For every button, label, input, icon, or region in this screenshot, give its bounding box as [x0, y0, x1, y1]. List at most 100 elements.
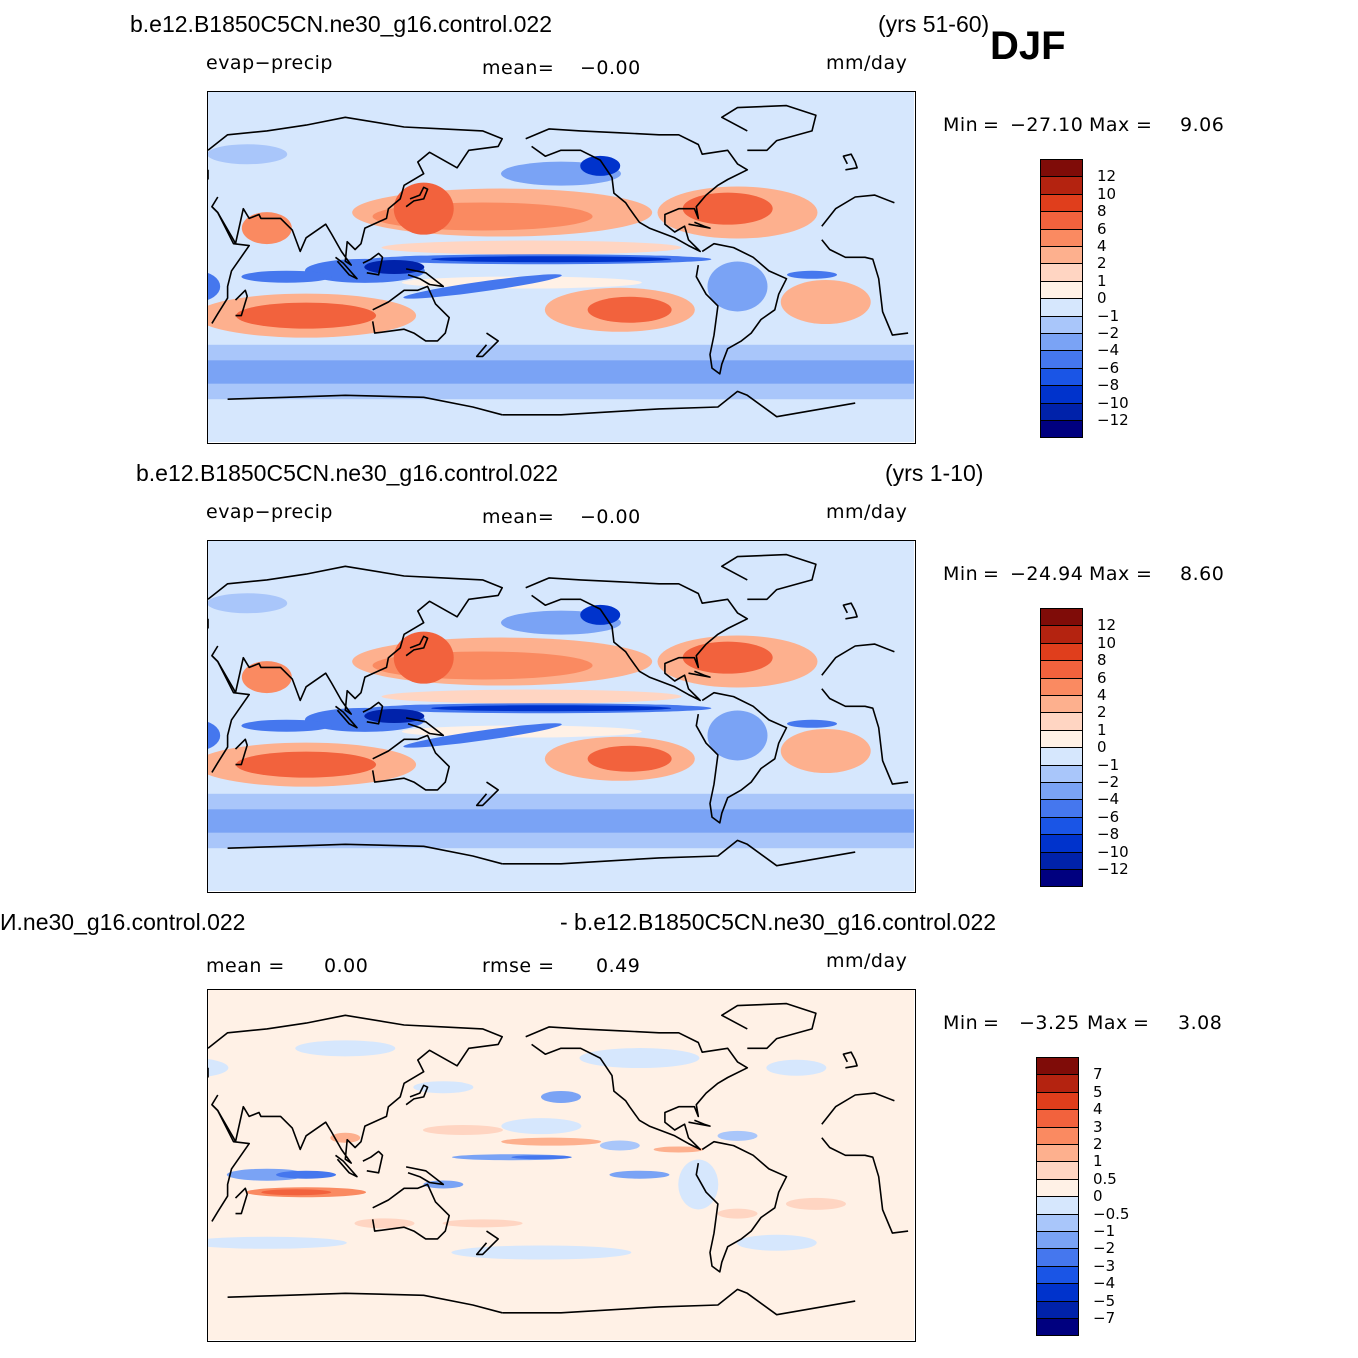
- colorbar-tick-label: 8: [1097, 202, 1107, 221]
- colorbar-swatch: [1040, 159, 1083, 178]
- coastline-japan: [405, 635, 429, 657]
- colorbar-swatch: [1040, 695, 1083, 714]
- colorbar-tick-label: −1: [1097, 755, 1120, 774]
- colorbar-tick-label: −8: [1097, 376, 1120, 395]
- coastline-antarctica: [502, 390, 856, 418]
- coastline-australia: [371, 285, 450, 342]
- panel2-title-right: (yrs 1-10): [885, 460, 984, 486]
- difference-region: [295, 1040, 396, 1057]
- colorbar-tick-label: 1: [1093, 1152, 1103, 1171]
- congo-rain: [208, 722, 221, 749]
- north-equatorial-band: [381, 689, 682, 704]
- colorbar-tick-label: 6: [1097, 219, 1107, 238]
- difference-region: [736, 1234, 817, 1251]
- coastline-antarctica: [502, 1288, 856, 1316]
- difference-region: [609, 1170, 670, 1179]
- colorbar-swatch: [1040, 834, 1083, 853]
- coastline-antarctica: [502, 839, 856, 867]
- coastline-africa: [821, 643, 895, 676]
- difference-region: [501, 1118, 582, 1135]
- coastline-cuba: [688, 670, 711, 678]
- arabian-sea-evap: [241, 212, 292, 245]
- colorbar-tick-label: 0.5: [1093, 1169, 1117, 1188]
- panel3-mean-label: mean =: [206, 955, 285, 977]
- colorbar-tick-label: 4: [1097, 237, 1107, 255]
- coastline-nz: [475, 781, 499, 807]
- panel3-max-label: Max: [1087, 1012, 1128, 1034]
- coastline-africa: [821, 194, 895, 227]
- colorbar-swatch: [1040, 350, 1083, 369]
- panel1-map: [207, 91, 916, 444]
- colorbar-swatch: [1040, 625, 1083, 644]
- colorbar-tick-label: −2: [1093, 1239, 1116, 1258]
- colorbar-swatch: [1040, 263, 1083, 282]
- coastline-sumatra: [335, 705, 358, 729]
- colorbar-swatch: [1040, 799, 1083, 818]
- colorbar-tick-label: 2: [1093, 1135, 1103, 1153]
- colorbar-tick-label: 4: [1093, 1100, 1103, 1119]
- colorbar-tick-label: 2: [1097, 703, 1107, 722]
- gulf-stream-evap: [682, 641, 773, 674]
- difference-region: [511, 1155, 572, 1160]
- field-layer: [208, 541, 914, 891]
- colorbar-swatch: [1036, 1265, 1079, 1285]
- panel3-max-eq: =: [1133, 1012, 1150, 1034]
- coastline-australia: [371, 734, 450, 791]
- colorbar-swatch: [1040, 764, 1083, 783]
- difference-region: [451, 1245, 632, 1260]
- coastline-cuba: [688, 1119, 711, 1127]
- colorbar-tick-label: −2: [1097, 324, 1120, 342]
- colorbar-swatch: [1040, 176, 1083, 195]
- coastline-antarctica: [227, 394, 503, 416]
- colorbar-swatch: [1040, 869, 1083, 888]
- europe-rain: [208, 593, 288, 614]
- colorbar-tick-label: 1: [1097, 271, 1107, 290]
- coastline-greenland: [721, 553, 817, 601]
- colorbar-tick-label: 4: [1097, 686, 1107, 704]
- south-indian-evap-core: [236, 751, 377, 778]
- coastline-africa: [821, 688, 909, 785]
- colorbar-swatch: [1040, 385, 1083, 404]
- south-indian-evap-core: [236, 302, 377, 329]
- colorbar-swatch: [1036, 1091, 1079, 1111]
- difference-region: [442, 1219, 523, 1228]
- colorbar-swatch: [1036, 1057, 1079, 1076]
- panel1-colorbar: 12 10 8 6 4 2 1 0 −1 −2 −4 −6 −8 −10 −12: [1040, 159, 1129, 439]
- panel1-variable: evap−precip: [206, 52, 333, 74]
- panel2-min-eq: =: [983, 563, 1000, 585]
- difference-region: [785, 1197, 846, 1210]
- south-atlantic-evap: [780, 729, 871, 773]
- coastline-madagascar: [234, 1187, 248, 1215]
- arabian-sea-evap: [241, 661, 292, 694]
- coastline-borneo: [362, 701, 384, 725]
- colorbar-swatch: [1040, 367, 1083, 387]
- coastline-eurasia: [208, 1014, 503, 1164]
- congo-rain: [208, 273, 221, 300]
- coastline-nz: [475, 1230, 499, 1256]
- colorbar-tick-label: 5: [1093, 1082, 1103, 1101]
- coastline-japan: [405, 186, 429, 208]
- difference-region: [766, 1059, 827, 1076]
- coastline-eurasia: [208, 116, 503, 266]
- colorbar-swatch: [1040, 280, 1083, 300]
- alaska-coast-rain: [580, 604, 621, 625]
- difference-region: [501, 1137, 602, 1146]
- coastlines: [208, 553, 909, 867]
- coastline-madagascar: [234, 289, 248, 317]
- colorbar-tick-label: −2: [1097, 773, 1120, 791]
- colorbar-tick-label: 2: [1097, 254, 1107, 273]
- colorbar-swatch: [1040, 420, 1083, 439]
- panel2-units: mm/day: [826, 501, 908, 523]
- coastline-uk: [842, 153, 858, 171]
- colorbar-tick-label: −3: [1093, 1256, 1116, 1275]
- colorbar-tick-label: −6: [1097, 807, 1120, 826]
- spcz: [403, 723, 562, 748]
- colorbar-swatch: [1040, 816, 1083, 836]
- panel3-min-label: Min: [943, 1012, 979, 1034]
- colorbar-tick-label: 0: [1097, 289, 1107, 308]
- colorbar-swatch: [1040, 402, 1083, 421]
- coastline-namerica: [525, 577, 749, 702]
- coastline-antarctica: [227, 1292, 503, 1314]
- colorbar-swatch: [1040, 228, 1083, 247]
